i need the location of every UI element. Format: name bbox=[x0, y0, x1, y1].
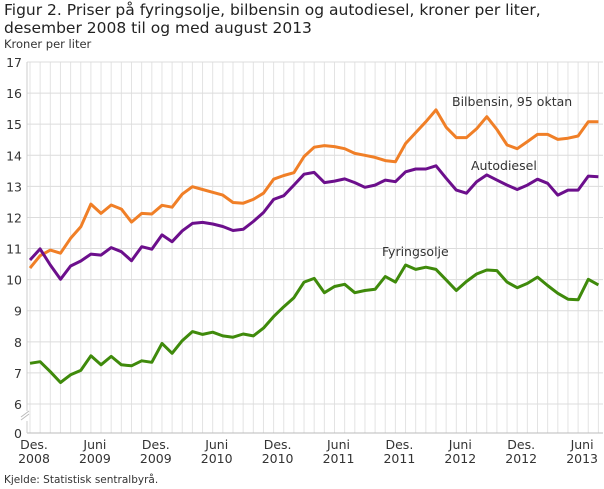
y-tick-label: 17 bbox=[6, 55, 22, 70]
x-tick-label: Des. bbox=[264, 437, 292, 452]
y-tick-label: 0 bbox=[14, 426, 22, 441]
axis-break-mark bbox=[20, 413, 30, 421]
x-tick-label: 2008 bbox=[18, 451, 50, 466]
y-tick-label: 8 bbox=[14, 335, 22, 350]
series-label: Autodiesel bbox=[471, 158, 537, 173]
y-tick-label: 13 bbox=[6, 179, 22, 194]
x-tick-label: 2011 bbox=[383, 451, 415, 466]
x-tick-label: Des. bbox=[385, 437, 413, 452]
series-label: Fyringsolje bbox=[382, 244, 449, 259]
series-line-bilbensin-95-oktan bbox=[28, 108, 599, 270]
source-note: Kjelde: Statistisk sentralbyrå. bbox=[4, 474, 159, 486]
series-label: Bilbensin, 95 oktan bbox=[452, 94, 572, 109]
series-line-autodiesel bbox=[28, 164, 599, 281]
x-tick-label: Des. bbox=[20, 437, 48, 452]
y-axis-label: Kroner per liter bbox=[4, 37, 92, 51]
x-tick-label: Juni bbox=[326, 437, 350, 452]
y-tick-label: 9 bbox=[14, 304, 22, 319]
x-tick-label: 2011 bbox=[323, 451, 355, 466]
y-tick-label: 14 bbox=[6, 148, 22, 163]
x-tick-label: 2012 bbox=[444, 451, 476, 466]
x-tick-label: 2009 bbox=[140, 451, 172, 466]
axis-break-mark bbox=[20, 410, 30, 418]
x-tick-label: Des. bbox=[142, 437, 170, 452]
y-tick-label: 6 bbox=[14, 397, 22, 412]
x-tick-label: Des. bbox=[507, 437, 535, 452]
y-tick-label: 12 bbox=[6, 210, 22, 225]
x-tick-label: Juni bbox=[448, 437, 472, 452]
x-tick-label: 2009 bbox=[79, 451, 111, 466]
y-tick-label: 7 bbox=[14, 366, 22, 381]
x-tick-label: 2013 bbox=[566, 451, 598, 466]
y-tick-label: 15 bbox=[6, 117, 22, 132]
y-tick-label: 11 bbox=[6, 242, 22, 257]
y-tick-label: 10 bbox=[6, 273, 22, 288]
x-tick-label: Juni bbox=[204, 437, 228, 452]
x-tick-label: Juni bbox=[82, 437, 106, 452]
x-tick-label: 2012 bbox=[505, 451, 537, 466]
series-line-fyringsolje bbox=[29, 263, 600, 384]
x-tick-label: 2010 bbox=[201, 451, 233, 466]
x-tick-label: Juni bbox=[570, 437, 594, 452]
y-tick-label: 16 bbox=[6, 86, 22, 101]
x-tick-label: 2010 bbox=[262, 451, 294, 466]
chart-title: Figur 2. Priser på fyringsolje, bilbensi… bbox=[4, 1, 541, 37]
